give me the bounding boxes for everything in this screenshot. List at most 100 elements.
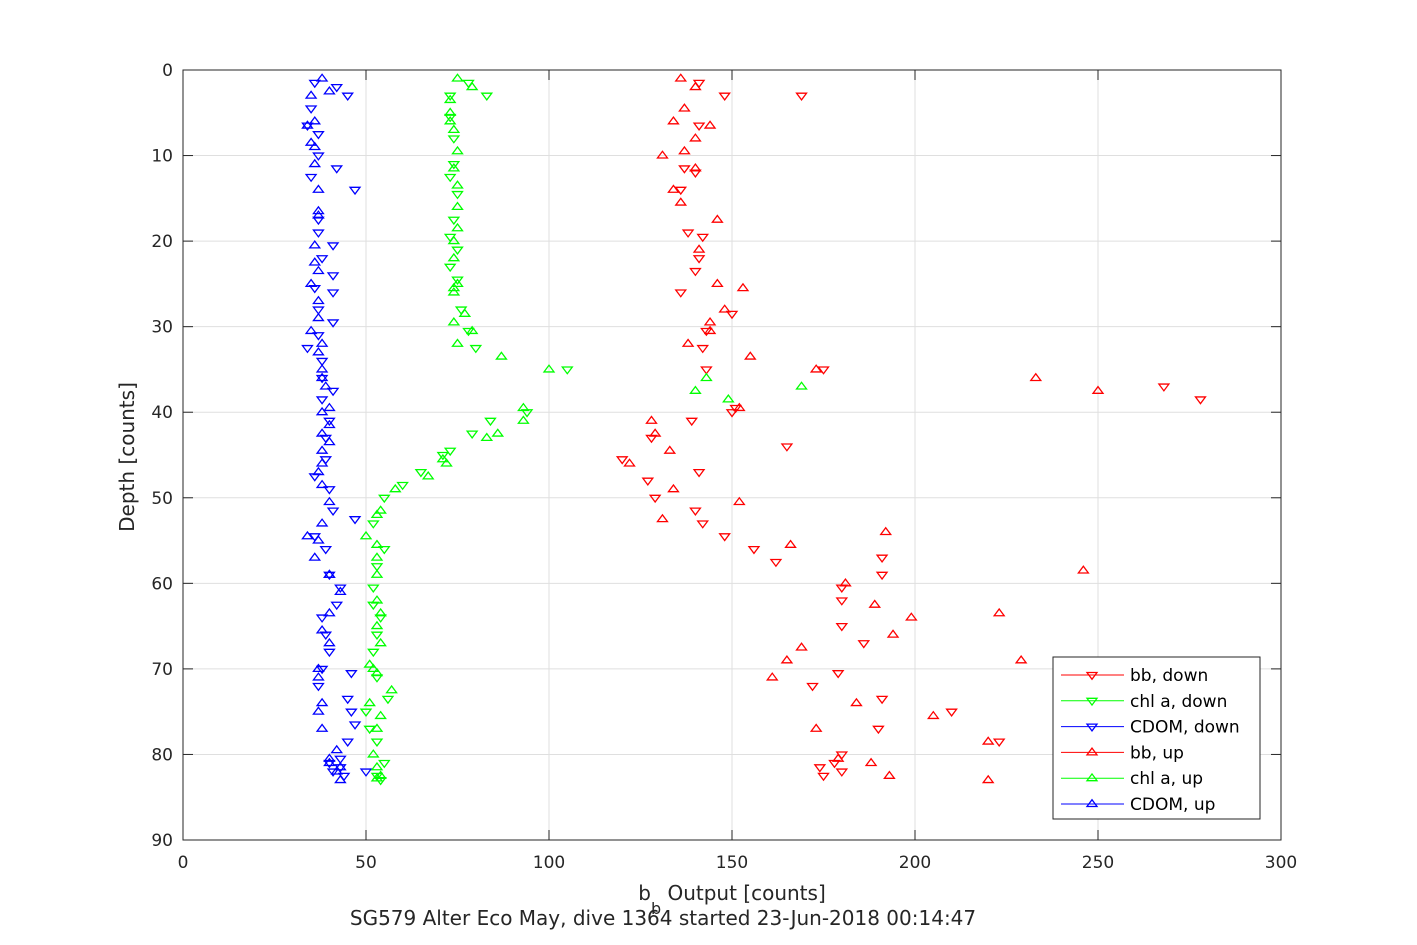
data-point (370, 595, 384, 604)
data-point (301, 344, 314, 354)
data-point (795, 381, 808, 390)
data-point (451, 338, 464, 347)
data-point (831, 670, 845, 679)
data-point (451, 190, 464, 200)
series-5 (301, 73, 347, 784)
data-point (667, 115, 680, 125)
legend-label: chl a, up (1130, 769, 1203, 789)
data-point (447, 282, 461, 292)
data-point (315, 723, 329, 732)
legend-entry: chl a, down (1061, 692, 1227, 712)
data-point (370, 509, 384, 519)
data-point (312, 210, 325, 219)
data-point (315, 73, 329, 82)
data-point (469, 344, 483, 354)
data-point (312, 535, 325, 544)
data-point (312, 184, 325, 193)
data-point (312, 229, 325, 238)
data-point (385, 684, 398, 694)
data-point (367, 663, 380, 673)
data-point (744, 351, 757, 360)
legend-entry: bb, down (1061, 666, 1208, 686)
data-point (370, 631, 384, 641)
data-point (319, 545, 333, 555)
data-point (447, 124, 461, 134)
legend-entry: CDOM, up (1061, 795, 1215, 815)
data-point (304, 105, 318, 114)
data-point (561, 366, 574, 375)
data-point (447, 135, 461, 144)
data-point (484, 417, 497, 427)
data-point (323, 637, 336, 647)
data-point (835, 622, 849, 632)
data-point (1194, 396, 1207, 405)
data-point (780, 443, 794, 452)
data-point (312, 216, 325, 226)
data-point (722, 394, 735, 403)
data-point (326, 242, 340, 251)
data-point (312, 265, 325, 275)
legend-box (1052, 656, 1261, 820)
data-point (304, 278, 318, 288)
data-point (378, 494, 391, 504)
data-point (374, 614, 387, 623)
y-tick-label: 20 (151, 232, 173, 252)
data-point (733, 402, 746, 412)
data-point (465, 325, 479, 335)
y-tick-label: 70 (151, 660, 173, 680)
x-tick-label: 250 (1082, 853, 1114, 873)
data-point (315, 255, 329, 264)
data-point (323, 571, 336, 581)
data-point (370, 539, 384, 548)
legend-entry: bb, up (1061, 743, 1184, 763)
data-point (447, 235, 461, 245)
data-point (645, 415, 658, 424)
series-3 (623, 73, 1105, 784)
data-point (315, 396, 329, 405)
data-point (312, 312, 325, 322)
data-point (374, 637, 387, 647)
data-point (308, 257, 322, 266)
data-point (875, 571, 889, 581)
data-point (656, 513, 669, 523)
data-point (517, 402, 530, 412)
data-point (689, 133, 702, 142)
data-point (308, 79, 322, 89)
data-point (315, 458, 329, 467)
data-point (648, 428, 662, 437)
data-point (363, 725, 376, 735)
data-point (367, 584, 380, 593)
data-point (370, 761, 384, 771)
data-point (718, 304, 731, 313)
data-point (458, 308, 472, 317)
data-point (817, 772, 830, 782)
data-point (443, 173, 457, 183)
legend-marker (1085, 723, 1099, 732)
legend-label: bb, down (1130, 666, 1208, 686)
data-point (370, 674, 384, 683)
data-point (370, 723, 384, 732)
data-point (315, 374, 329, 384)
data-point (304, 137, 318, 146)
data-point (462, 327, 475, 337)
data-point (308, 473, 322, 482)
x-axis-label-rest: Output [counts] (661, 881, 826, 905)
data-point (747, 545, 761, 555)
data-point (315, 518, 329, 527)
data-point (696, 344, 710, 354)
data-point (370, 667, 384, 677)
data-point (348, 186, 362, 196)
data-point (689, 267, 702, 277)
legend-marker (1085, 798, 1099, 808)
data-point (879, 526, 893, 536)
data-point (374, 505, 387, 514)
x-tick-label: 50 (355, 853, 377, 873)
data-point (681, 338, 695, 347)
data-point (421, 471, 435, 480)
data-point (326, 387, 340, 397)
data-point (674, 197, 688, 206)
data-point (703, 317, 717, 326)
data-point (667, 483, 680, 493)
x-axis-label: bb Output [counts] (638, 881, 826, 918)
data-point (326, 289, 340, 298)
